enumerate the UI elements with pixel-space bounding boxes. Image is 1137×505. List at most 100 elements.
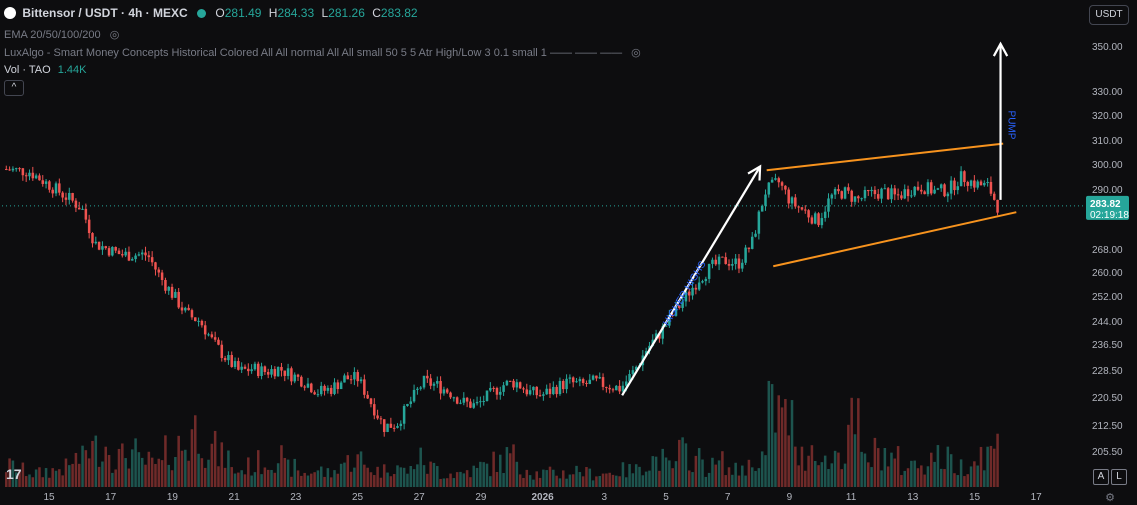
volume-bar [409, 465, 413, 487]
volume-bar [867, 462, 870, 487]
volume-bar [426, 473, 429, 487]
candle-body [406, 403, 409, 406]
candle-body [505, 380, 509, 386]
volume-bar [876, 448, 880, 487]
volume-bar [664, 457, 668, 487]
candle-body [578, 379, 582, 382]
candle-body [111, 246, 114, 256]
candle-body [303, 386, 306, 388]
candle-body [920, 189, 923, 192]
y-tick-label: 205.50 [1092, 447, 1123, 458]
symbol-title[interactable]: Bittensor / USDT · 4h · MEXC [22, 6, 188, 20]
candle-body [41, 180, 45, 184]
candle-body [757, 211, 761, 234]
x-tick-label: 27 [414, 492, 426, 503]
x-tick-label: 3 [602, 492, 608, 503]
candle-body [54, 183, 58, 194]
volume-bar [310, 473, 313, 487]
candle-body [247, 368, 250, 372]
candle-body [817, 213, 820, 226]
chevron-up-icon[interactable]: ^ [4, 80, 24, 96]
volume-bar [545, 470, 548, 487]
volume-bar [469, 477, 472, 487]
candle-body [797, 206, 800, 208]
volume-bar [886, 466, 890, 487]
candle-body [684, 291, 688, 302]
volume-bar [131, 449, 134, 487]
candle-body [230, 354, 233, 367]
candle-body [515, 382, 519, 388]
volume-bar [276, 463, 280, 487]
candle-body [150, 257, 154, 263]
volume-bar [150, 457, 154, 487]
volume-bar [429, 461, 432, 487]
candle-body [784, 185, 787, 190]
volume-bar [223, 467, 227, 487]
candle-body [200, 320, 204, 326]
volume-legend[interactable]: Vol · TAO 1.44K [4, 64, 86, 76]
y-tick-label: 236.50 [1092, 340, 1123, 351]
candle-body [837, 189, 840, 192]
candle-body [237, 361, 240, 370]
volume-bar [237, 472, 240, 487]
volume-bar [983, 470, 986, 487]
volume-bar [41, 477, 45, 487]
candle-body [94, 241, 98, 244]
candle-body [750, 236, 754, 249]
volume-bar [164, 435, 167, 487]
candle-body [296, 374, 300, 377]
volume-bar [472, 465, 476, 487]
candle-body [134, 255, 137, 260]
candle-body [276, 366, 280, 377]
candle-body [900, 195, 903, 199]
volume-bar [190, 429, 194, 487]
volume-bar [903, 470, 906, 487]
candle-body [661, 326, 664, 339]
candle-body [644, 351, 648, 356]
x-tick-label: 19 [167, 492, 179, 503]
candle-body [714, 259, 718, 265]
volume-bar [174, 456, 177, 487]
candle-body [419, 387, 422, 389]
log-scale-button[interactable]: L [1111, 469, 1127, 485]
eye-icon[interactable]: ◎ [109, 29, 120, 41]
volume-bar [213, 430, 217, 487]
candle-body [595, 375, 598, 379]
auto-scale-button[interactable]: A [1093, 469, 1109, 485]
candle-body [876, 194, 880, 199]
volume-bar [790, 400, 794, 487]
luxalgo-indicator-legend[interactable]: LuxAlgo - Smart Money Concepts Historica… [4, 46, 641, 59]
candle-body [930, 182, 933, 194]
volume-bar [804, 470, 807, 487]
volume-bar [359, 451, 363, 487]
candle-body [863, 190, 867, 199]
volume-bar [857, 398, 860, 487]
volume-bar [512, 444, 515, 487]
candle-body [243, 366, 247, 369]
volume-bar [581, 476, 585, 487]
volume-bar [38, 467, 41, 487]
volume-bar [392, 474, 396, 487]
volume-bar [684, 443, 688, 487]
candle-body [585, 382, 588, 384]
candle-body [966, 182, 969, 186]
volume-bar [946, 446, 950, 487]
volume-bar [608, 472, 611, 487]
candle-body [545, 388, 548, 395]
volume-bar [638, 466, 641, 487]
gear-icon[interactable]: ⚙ [1105, 492, 1115, 504]
candle-body [392, 427, 396, 429]
ema-indicator-legend[interactable]: EMA 20/50/100/200 ◎ [4, 28, 119, 41]
candle-body [290, 368, 293, 382]
volume-bar [34, 469, 38, 487]
volume-bar [459, 471, 462, 487]
volume-bar [920, 465, 923, 487]
volume-bar [760, 451, 764, 487]
x-tick-label: 17 [105, 492, 117, 503]
higher-highs-arrow-head [747, 164, 762, 181]
eye-icon[interactable]: ◎ [631, 47, 641, 59]
x-tick-label: 17 [1031, 492, 1043, 503]
candle-body [137, 254, 141, 256]
currency-button[interactable]: USDT [1089, 5, 1129, 25]
